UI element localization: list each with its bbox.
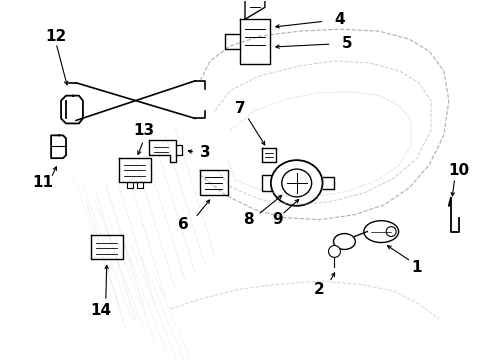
Text: 10: 10 xyxy=(448,163,469,177)
Circle shape xyxy=(386,227,396,237)
Circle shape xyxy=(328,246,341,257)
Text: 14: 14 xyxy=(90,303,111,319)
Text: 4: 4 xyxy=(334,12,345,27)
Ellipse shape xyxy=(271,160,322,206)
Text: 12: 12 xyxy=(46,28,67,44)
Text: 9: 9 xyxy=(272,212,283,227)
Ellipse shape xyxy=(364,221,399,243)
Ellipse shape xyxy=(334,234,355,249)
Text: 13: 13 xyxy=(133,123,154,138)
Ellipse shape xyxy=(282,169,312,197)
Text: 5: 5 xyxy=(342,36,353,50)
Text: 3: 3 xyxy=(200,145,211,160)
Text: 6: 6 xyxy=(178,217,189,232)
Text: 7: 7 xyxy=(235,101,245,116)
Text: 11: 11 xyxy=(33,175,53,190)
Text: 8: 8 xyxy=(243,212,253,227)
Text: 1: 1 xyxy=(412,260,422,275)
Text: 2: 2 xyxy=(314,282,325,297)
